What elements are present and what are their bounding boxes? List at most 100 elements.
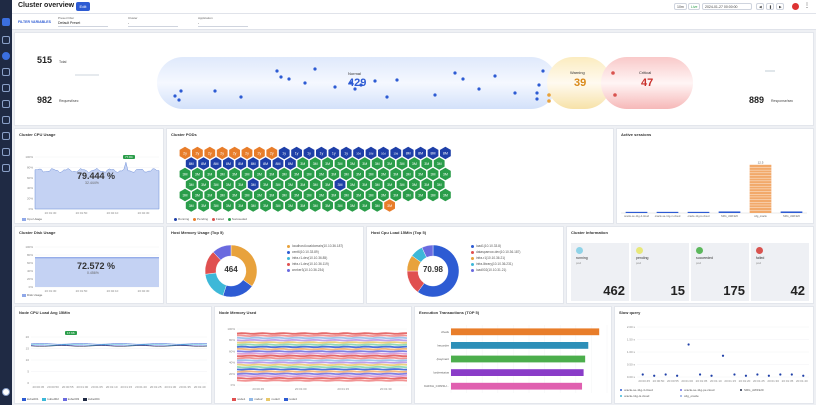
pods-honeycomb[interactable]: 2y 2y 2y 2y 2y 2y 2y 2y 1y 1y 1y 1y 1y 1y 10d 10d 10d 10d… xyxy=(167,135,615,215)
topbar: Cluster overview ▾ Edit 10m Live 2024-01… xyxy=(12,0,816,14)
slow-query-point xyxy=(676,374,679,377)
host-memory-legend-item[interactable]: infra-r1-dev(10.10.36.85) xyxy=(287,255,343,261)
pod-hexagon xyxy=(235,178,247,191)
disk-usage-ytick: 60% xyxy=(27,261,33,265)
host-cpu-legend-dot xyxy=(471,262,474,266)
node-memory-series-line xyxy=(236,368,408,371)
pod-hexagon-label: 3M xyxy=(350,204,355,208)
cluster-info-card-failed[interactable]: failed pod 42 xyxy=(751,243,809,301)
host-cpu-slice xyxy=(421,244,434,258)
datetime-picker[interactable]: 2024-01-27 00:00:00 xyxy=(702,3,752,10)
preset-filter[interactable]: Preset Filter Default Preset xyxy=(58,16,108,27)
cluster-info-card-succeeded[interactable]: succeeded pod 175 xyxy=(691,243,749,301)
topology-icon[interactable] xyxy=(2,36,10,44)
pod-hexagon xyxy=(409,178,420,191)
host-cpu-legend-item[interactable]: datasparrow-dev(10.10.36.187) xyxy=(471,249,520,255)
settings-icon[interactable] xyxy=(2,164,10,172)
alert-icon[interactable] xyxy=(2,132,10,140)
prev-icon[interactable]: ◀ xyxy=(756,3,764,10)
log-icon[interactable] xyxy=(2,116,10,124)
active-sessions-panel: Active sessions oracle-se-11g-4.cloud ora… xyxy=(616,128,814,224)
application-filter-select[interactable]: - xyxy=(198,20,248,27)
chevron-down-icon[interactable]: ▾ xyxy=(68,3,72,9)
node-memory-series-line xyxy=(236,379,408,382)
user-avatar-icon[interactable] xyxy=(2,388,10,396)
node-memory-panel: Node Memory Used 100% 80% 60% 40% 20% 0% 20:00… xyxy=(214,306,412,404)
slow-query-panel: Slow query 2.00 s 1.50 s 1.00 s 0.50 s 0.00 … xyxy=(614,306,814,404)
more-icon[interactable]: ⋮ xyxy=(804,3,810,9)
pod-hexagon xyxy=(297,178,309,191)
pod-hexagon-label: 3M xyxy=(412,183,417,187)
failed-label: failed xyxy=(756,256,765,260)
app-icon[interactable] xyxy=(2,68,10,76)
pod-hexagon-label: 3M xyxy=(251,204,256,208)
pod-hexagon-label: 3M xyxy=(356,172,361,176)
pod-hexagon xyxy=(303,146,315,160)
report-icon[interactable] xyxy=(2,148,10,156)
host-cpu-legend-item[interactable]: load1(10.10.33.8) xyxy=(471,243,520,249)
exec-tx-bar-label: /recorder xyxy=(437,343,449,347)
host-cpu-legend-item[interactable]: infra-library(10.10.36.231) xyxy=(471,261,520,267)
pod-hexagon-label: 3M xyxy=(300,162,305,166)
pod-hexagon xyxy=(309,157,321,170)
node-cpu-panel: Node CPU Load Avg 15Min 20 15 10 5 0 20:00:45… xyxy=(14,306,212,404)
cluster-filter[interactable]: Cluster - xyxy=(128,16,178,27)
pause-icon[interactable]: ❚ xyxy=(766,3,774,10)
critical-label: Critical xyxy=(639,70,652,75)
pod-hexagon xyxy=(223,199,234,212)
pod-hexagon-label: 8M xyxy=(238,162,243,166)
slow-query-point xyxy=(767,374,770,377)
sessions-bar-label: oracle-se-11g-m.cloud xyxy=(655,214,681,218)
edit-button[interactable]: Edit xyxy=(76,2,90,11)
cluster-info-card-running[interactable]: running pod 462 xyxy=(571,243,629,301)
pod-hexagon xyxy=(229,188,240,202)
pod-hexagon-label: 3M xyxy=(313,204,318,208)
host-memory-legend-item[interactable]: localhost.localdomain(10.10.36.187) xyxy=(287,243,343,249)
pod-hexagon-label: 1y xyxy=(320,151,324,155)
cluster-filter-select[interactable]: - xyxy=(128,20,178,27)
pod-hexagon xyxy=(303,167,315,181)
pod-hexagon xyxy=(210,157,222,170)
host-memory-donut[interactable] xyxy=(201,241,261,301)
cluster-info-card-pending[interactable]: pending pod 15 xyxy=(631,243,689,301)
pod-hexagon-label: 3M xyxy=(214,204,219,208)
pod-hexagon xyxy=(179,167,191,181)
pod-hexagon-label: 3M xyxy=(238,183,243,187)
server-icon[interactable] xyxy=(2,84,10,92)
host-cpu-donut[interactable] xyxy=(403,241,463,301)
pod-hexagon xyxy=(291,167,302,181)
cluster-icon[interactable] xyxy=(2,52,10,60)
pod-hexagon xyxy=(297,199,309,212)
pod-hexagon xyxy=(179,146,191,160)
host-cpu-legend-item[interactable]: infra-r1(10.10.36.21) xyxy=(471,255,520,261)
cpu-usage-ytick: 80% xyxy=(27,165,33,169)
pod-hexagon xyxy=(192,146,203,160)
database-icon[interactable] xyxy=(2,100,10,108)
host-cpu-legend-dot xyxy=(471,250,474,254)
range-selector[interactable]: 10m xyxy=(674,3,687,10)
failed-dot xyxy=(756,247,763,254)
pod-hexagon xyxy=(371,157,383,170)
node-cpu-xtick: 20:01:05 xyxy=(91,385,103,389)
succeeded-label: succeeded xyxy=(696,256,713,260)
application-filter[interactable]: Application - xyxy=(198,16,248,27)
pod-hexagon-label: 3M xyxy=(381,172,386,176)
host-memory-legend-item[interactable]: worker3(10.10.36.234) xyxy=(287,267,343,273)
pod-hexagon xyxy=(427,146,439,160)
node-cpu-xtick: 20:01:00 xyxy=(76,385,88,389)
live-toggle[interactable]: Live xyxy=(688,3,701,10)
node-memory-series-line xyxy=(236,334,408,338)
pod-hexagon-label: 3M xyxy=(437,183,442,187)
preset-filter-select[interactable]: Default Preset xyxy=(58,20,108,27)
pod-hexagon-label: 3M xyxy=(338,183,343,187)
pod-hexagon xyxy=(285,178,296,191)
pod-hexagon-label: 3M xyxy=(406,172,411,176)
pod-hexagon-label: 3M xyxy=(238,204,243,208)
host-memory-legend-item[interactable]: infra-r1-dev(10.10.36.119) xyxy=(287,261,343,267)
flag-icon[interactable] xyxy=(792,3,799,10)
slow-query-legend-dot xyxy=(620,389,622,391)
next-icon[interactable]: ▶ xyxy=(776,3,784,10)
host-memory-legend-item[interactable]: cent6(10.10.33.89) xyxy=(287,249,343,255)
host-cpu-legend-item[interactable]: load002(10.10.31.21) xyxy=(471,267,520,273)
dashboard-icon[interactable] xyxy=(2,18,10,26)
